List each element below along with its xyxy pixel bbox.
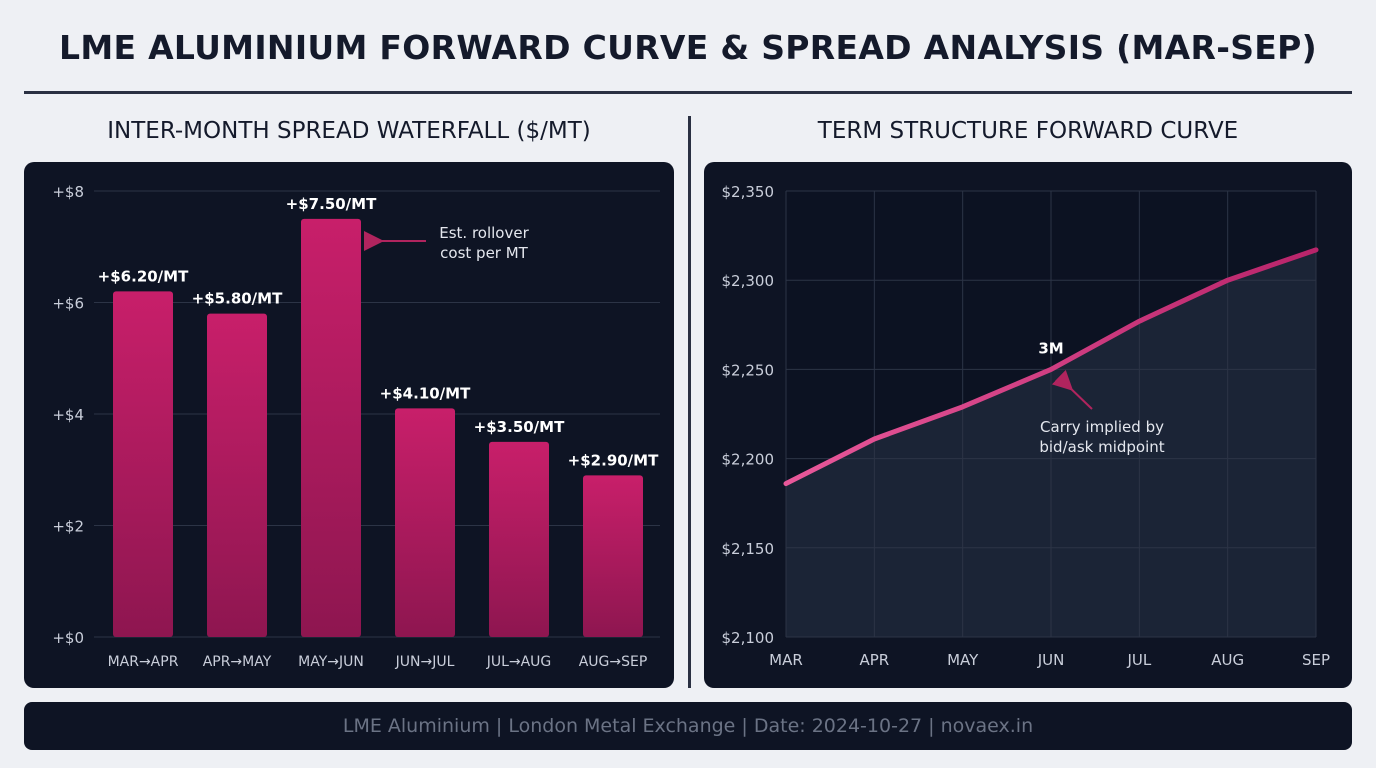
x-tick-label: SEP <box>1302 651 1330 669</box>
data-label: +$3.50/MT <box>474 418 565 436</box>
data-label: +$4.10/MT <box>380 384 471 402</box>
line-chart-panel: $2,100 $2,150 $2,200 $2,250 $2,300 $2,350 MAR A… <box>704 162 1352 688</box>
point-label: 3M <box>1038 339 1063 357</box>
bar <box>113 291 173 637</box>
x-tick-label: MAY→JUN <box>298 654 364 670</box>
footer: LME Aluminium | London Metal Exchange | … <box>24 702 1352 750</box>
x-tick-label: JUN <box>1037 651 1065 669</box>
annotation-text: bid/ask midpoint <box>1039 438 1164 456</box>
title-divider <box>24 91 1352 94</box>
series-line <box>783 247 1319 487</box>
data-label: +$6.20/MT <box>98 267 189 285</box>
y-tick-label: +$8 <box>52 183 84 201</box>
bar <box>301 218 361 637</box>
annotation-text: cost per MT <box>440 244 529 262</box>
data-label: +$2.90/MT <box>568 451 659 469</box>
y-tick-label: $2,250 <box>722 361 775 379</box>
data-label: +$7.50/MT <box>286 195 377 213</box>
x-tick-label: MAR <box>769 651 803 669</box>
x-tick-label: JUL→AUG <box>486 654 552 670</box>
bar-chart-title: INTER-MONTH SPREAD WATERFALL ($/MT) <box>107 118 591 144</box>
y-tick-label: $2,200 <box>722 451 775 469</box>
y-tick-label: $2,350 <box>722 183 775 201</box>
bar-chart: +$0 +$2 +$4 +$6 +$8 +$6.20/MT MAR→APR +$5.80/MT… <box>52 183 660 670</box>
x-tick-label: MAY <box>947 651 979 669</box>
data-label: +$5.80/MT <box>192 290 283 308</box>
x-tick-label: JUL <box>1126 651 1151 669</box>
line-chart: $2,100 $2,150 $2,200 $2,250 $2,300 $2,350 MAR A… <box>722 183 1331 669</box>
x-tick-label: AUG <box>1211 651 1244 669</box>
bar <box>207 313 267 637</box>
x-tick-label: APR <box>859 651 889 669</box>
bar <box>583 475 643 637</box>
x-tick-label: APR→MAY <box>203 654 272 670</box>
y-tick-label: +$2 <box>52 518 84 536</box>
x-tick-label: AUG→SEP <box>579 654 648 670</box>
panel-divider <box>688 116 691 688</box>
page-title: LME ALUMINIUM FORWARD CURVE & SPREAD ANA… <box>59 28 1317 67</box>
y-tick-label: +$0 <box>52 629 84 647</box>
annotation-arrow <box>1051 369 1093 410</box>
annotation-text: Est. rollover <box>439 224 529 242</box>
bar-chart-panel: +$0 +$2 +$4 +$6 +$8 +$6.20/MT MAR→APR +$5.80/MT… <box>24 162 674 688</box>
y-tick-label: $2,100 <box>722 629 775 647</box>
y-tick-label: $2,150 <box>722 540 775 558</box>
y-tick-label: +$6 <box>52 295 84 313</box>
bar <box>395 408 455 637</box>
annotation-text: Carry implied by <box>1040 418 1164 436</box>
bar <box>489 441 549 637</box>
x-tick-label: JUN→JUL <box>395 654 455 670</box>
line-chart-title: TERM STRUCTURE FORWARD CURVE <box>817 118 1239 144</box>
y-tick-label: $2,300 <box>722 272 775 290</box>
y-tick-label: +$4 <box>52 406 84 424</box>
x-tick-label: MAR→APR <box>108 654 179 670</box>
